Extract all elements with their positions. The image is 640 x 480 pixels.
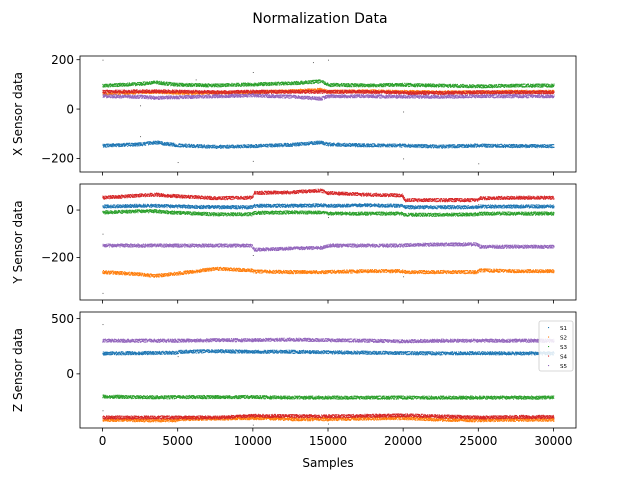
legend-label-s5: S5 xyxy=(560,364,567,370)
legend-marker-s1 xyxy=(548,327,550,329)
x-sensor-ylabel: X Sensor data xyxy=(11,72,25,156)
x-sensor-outlier-point xyxy=(140,136,142,138)
z-sensor-xtick-label: 0 xyxy=(99,434,107,448)
x-sensor-outlier-point xyxy=(195,79,197,81)
z-sensor-series-s3-points xyxy=(102,394,555,400)
y-sensor-series-s3-points xyxy=(102,209,555,217)
y-sensor-ytick-label: −200 xyxy=(41,251,74,265)
z-sensor-ytick-label: 0 xyxy=(66,367,74,381)
y-sensor-outlier-point xyxy=(328,217,329,219)
x-sensor-outlier-point xyxy=(478,163,480,165)
z-sensor-xtick-label: 25000 xyxy=(459,434,497,448)
legend-label-s3: S3 xyxy=(560,345,567,351)
x-sensor-outlier-point xyxy=(252,160,254,162)
y-sensor-outlier-point xyxy=(403,276,405,278)
y-sensor-series-s1 xyxy=(102,203,555,210)
figure-title: Normalization Data xyxy=(252,11,387,27)
legend-label-s1: S1 xyxy=(560,326,567,332)
z-sensor-outlier-point xyxy=(102,410,104,412)
x-sensor-series-s4-points xyxy=(102,89,555,96)
z-sensor-series-s1-points xyxy=(102,349,555,356)
legend-label-s2: S2 xyxy=(560,336,567,342)
y-sensor-outlier-point xyxy=(252,255,254,256)
z-sensor-series-s5-points xyxy=(102,337,555,344)
y-sensor-series-s4 xyxy=(102,188,555,203)
z-sensor-outlier-point xyxy=(328,423,329,425)
x-sensor-outlier-point xyxy=(102,59,104,61)
x-sensor-series-s3 xyxy=(102,79,555,89)
z-sensor-ytick-label: 500 xyxy=(51,312,74,326)
z-sensor-series-s4 xyxy=(102,413,555,420)
legend-frame xyxy=(538,320,574,372)
z-sensor-outlier-point xyxy=(403,414,405,416)
y-sensor-axes: −200 0 xyxy=(41,183,577,304)
y-sensor-panel: −200 0 Y Sensor data xyxy=(11,183,577,304)
y-sensor-series-s5-points xyxy=(102,242,555,252)
x-sensor-ytick-label: 0 xyxy=(66,102,74,116)
z-sensor-xtick-label: 30000 xyxy=(534,434,572,448)
y-sensor-series-s2 xyxy=(102,266,555,278)
z-sensor-xtick-label: 15000 xyxy=(309,434,347,448)
y-sensor-outlier-point xyxy=(102,233,104,235)
z-sensor-series-s1 xyxy=(102,349,555,356)
y-sensor-series-s3 xyxy=(102,209,555,217)
x-sensor-ytick-label: −200 xyxy=(41,152,74,166)
y-sensor-series-s2-points xyxy=(102,266,555,278)
z-sensor-outlier-point xyxy=(102,324,104,326)
x-sensor-series-s5-points xyxy=(102,93,555,101)
x-sensor-marks xyxy=(102,59,555,165)
x-sensor-series-s5 xyxy=(102,93,555,101)
legend-marker-s4 xyxy=(548,355,550,357)
y-sensor-ylabel: Y Sensor data xyxy=(11,200,25,284)
y-sensor-series-s4-points xyxy=(102,188,555,203)
x-sensor-outlier-point xyxy=(403,158,405,160)
x-sensor-outlier-point xyxy=(252,72,254,73)
legend-marker-s3 xyxy=(548,346,550,348)
x-sensor-outlier-point xyxy=(312,62,314,64)
y-sensor-outlier-point xyxy=(478,204,480,206)
y-sensor-series-s5 xyxy=(102,242,555,252)
z-sensor-xtick-label: 10000 xyxy=(234,434,272,448)
x-sensor-outliers xyxy=(102,59,480,165)
z-sensor-xtick-label: 20000 xyxy=(384,434,422,448)
x-sensor-axes: −200 0 200 xyxy=(41,53,577,176)
x-sensor-series-s4 xyxy=(102,89,555,96)
legend-marker-s2 xyxy=(548,336,550,338)
legend: S1 S2 S3 S4 S5 xyxy=(538,320,574,372)
legend-marker-s5 xyxy=(548,365,550,367)
z-sensor-xtick-label: 5000 xyxy=(162,434,193,448)
x-sensor-series-s3-points xyxy=(102,79,555,89)
z-sensor-series-s5 xyxy=(102,337,555,344)
samples-xlabel: Samples xyxy=(302,456,353,470)
x-sensor-outlier-point xyxy=(177,162,179,164)
z-sensor-marks xyxy=(102,324,555,426)
x-sensor-panel: −200 0 200 X Sensor data xyxy=(11,53,577,176)
y-sensor-ytick-label: 0 xyxy=(66,203,74,217)
y-sensor-marks xyxy=(102,188,555,294)
z-sensor-ylabel: Z Sensor data xyxy=(11,328,25,412)
legend-label-s4: S4 xyxy=(560,355,567,361)
z-sensor-outliers xyxy=(102,324,405,426)
x-sensor-ytick-label: 200 xyxy=(51,53,74,67)
x-sensor-outlier-point xyxy=(328,59,329,61)
x-sensor-series-s1 xyxy=(102,140,555,149)
z-sensor-outlier-point xyxy=(252,424,254,426)
z-sensor-outlier-point xyxy=(177,356,179,358)
x-sensor-outlier-point xyxy=(403,111,405,113)
y-sensor-outliers xyxy=(102,204,480,294)
z-sensor-series-s4-points xyxy=(102,413,555,420)
x-sensor-outlier-point xyxy=(140,105,142,107)
z-sensor-series-s3 xyxy=(102,394,555,400)
x-sensor-series-s1-points xyxy=(102,140,555,149)
y-sensor-series-s1-points xyxy=(102,203,555,210)
y-sensor-outlier-point xyxy=(102,292,104,294)
